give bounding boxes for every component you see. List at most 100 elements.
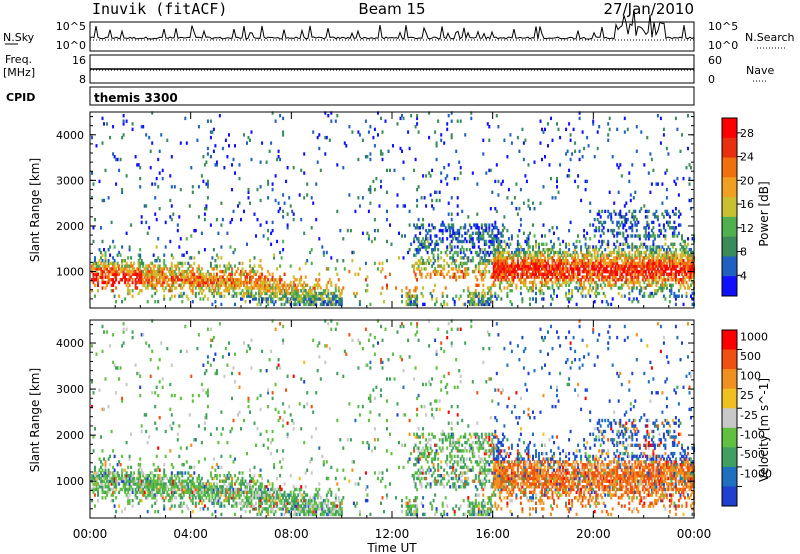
power-cell bbox=[312, 300, 315, 304]
velocity-cell bbox=[104, 377, 107, 381]
power-cell bbox=[306, 259, 309, 263]
power-cell bbox=[539, 256, 542, 260]
power-cell bbox=[428, 171, 431, 175]
power-cell bbox=[667, 278, 670, 282]
power-cell bbox=[688, 278, 691, 282]
power-cell bbox=[331, 294, 334, 298]
power-cell bbox=[522, 157, 525, 162]
power-cell bbox=[399, 116, 402, 121]
power-cell bbox=[638, 280, 641, 285]
power-cell bbox=[422, 286, 425, 290]
power-cell bbox=[563, 250, 566, 255]
power-cell bbox=[682, 275, 685, 279]
power-cell bbox=[583, 264, 586, 268]
velocity-cell bbox=[173, 504, 176, 508]
power-cell bbox=[522, 280, 525, 285]
power-cell bbox=[580, 261, 583, 266]
power-cell bbox=[446, 228, 449, 233]
power-cell bbox=[142, 283, 145, 287]
power-cell bbox=[173, 275, 176, 279]
power-cell bbox=[199, 286, 202, 290]
power-cell bbox=[166, 283, 169, 287]
velocity-cell bbox=[164, 485, 167, 489]
velocity-cell bbox=[124, 507, 127, 511]
power-cell bbox=[593, 269, 596, 274]
power-cell bbox=[617, 212, 620, 216]
power-cell bbox=[595, 259, 598, 263]
velocity-cell bbox=[152, 487, 155, 492]
power-cell bbox=[128, 267, 131, 271]
power-cell bbox=[237, 280, 239, 285]
power-cell bbox=[441, 231, 444, 235]
power-cell bbox=[544, 234, 546, 238]
power-cell bbox=[538, 264, 540, 268]
power-cell bbox=[315, 291, 318, 296]
power-cell bbox=[438, 237, 441, 241]
power-cell bbox=[631, 300, 634, 304]
velocity-cell bbox=[137, 474, 140, 478]
power-cell bbox=[115, 300, 118, 304]
power-cell bbox=[127, 289, 130, 293]
power-cell bbox=[429, 193, 432, 197]
power-cell bbox=[270, 141, 273, 145]
power-cell bbox=[593, 272, 596, 276]
power-cell bbox=[217, 231, 220, 235]
power-cell bbox=[595, 228, 598, 233]
power-cell bbox=[498, 250, 501, 255]
power-cell bbox=[522, 283, 525, 287]
power-cell bbox=[577, 272, 580, 276]
power-cell bbox=[464, 133, 467, 137]
velocity-cell bbox=[149, 493, 152, 497]
power-cell bbox=[620, 174, 623, 178]
power-cell bbox=[282, 116, 285, 121]
power-cell bbox=[652, 231, 655, 235]
power-cell bbox=[435, 272, 438, 276]
power-cell bbox=[580, 248, 583, 252]
power-cell bbox=[677, 223, 680, 227]
power-cell bbox=[209, 278, 212, 282]
power-cell bbox=[581, 256, 584, 260]
power-cell bbox=[619, 253, 622, 257]
power-cell bbox=[535, 245, 537, 249]
power-cell bbox=[619, 163, 622, 167]
power-cell bbox=[422, 302, 425, 307]
power-cell bbox=[486, 231, 489, 235]
velocity-cell bbox=[128, 485, 131, 489]
power-cell bbox=[676, 256, 679, 260]
velocity-cell bbox=[103, 479, 105, 483]
power-cell bbox=[461, 264, 464, 268]
power-cell bbox=[246, 291, 248, 296]
power-cell bbox=[550, 272, 552, 276]
power-cell bbox=[568, 253, 571, 257]
power-cell bbox=[510, 259, 513, 263]
power-cell bbox=[456, 269, 459, 274]
power-cell bbox=[375, 176, 378, 181]
velocity-cell bbox=[131, 498, 134, 503]
power-cell bbox=[413, 294, 416, 298]
power-cell bbox=[616, 250, 619, 255]
power-cell bbox=[247, 286, 250, 290]
power-cell bbox=[662, 269, 665, 274]
power-cell bbox=[513, 267, 516, 271]
power-cell bbox=[553, 259, 555, 263]
power-cell bbox=[684, 248, 686, 252]
power-cell bbox=[318, 237, 321, 241]
power-cell bbox=[274, 294, 277, 298]
power-cell bbox=[453, 231, 456, 235]
power-cell bbox=[303, 196, 306, 200]
power-cell bbox=[589, 237, 592, 241]
power-cell bbox=[653, 237, 656, 241]
power-cell bbox=[300, 217, 303, 222]
power-cell bbox=[158, 275, 161, 279]
power-cell bbox=[185, 269, 188, 274]
power-cell bbox=[635, 278, 638, 282]
power-cell bbox=[416, 261, 419, 266]
power-cell bbox=[613, 261, 616, 266]
power-cell bbox=[525, 242, 528, 246]
power-cell bbox=[202, 283, 205, 287]
power-cell bbox=[238, 201, 241, 205]
velocity-cell bbox=[154, 421, 157, 425]
power-cell bbox=[482, 283, 485, 287]
velocity-cell bbox=[109, 476, 112, 481]
